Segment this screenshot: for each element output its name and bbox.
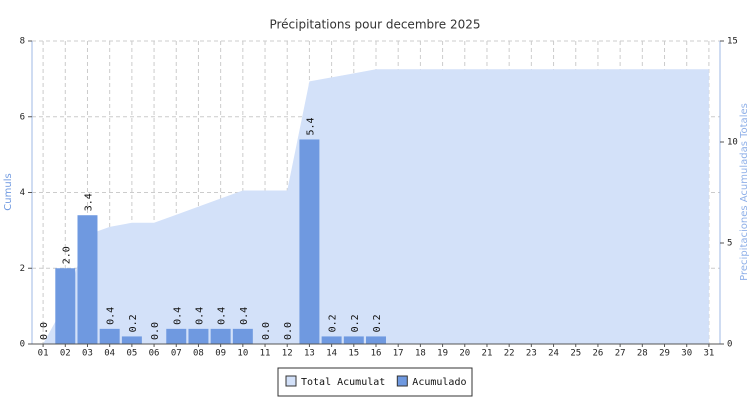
x-tick-label: 11 — [260, 349, 271, 359]
data-label: 0.0 — [283, 322, 294, 340]
data-label: 0.0 — [39, 322, 50, 340]
x-tick-label: 04 — [104, 349, 115, 359]
x-tick-label: 24 — [548, 349, 559, 359]
bar — [99, 328, 120, 344]
y2-tick-label: 0 — [727, 340, 732, 350]
bar — [321, 336, 342, 344]
bar — [55, 268, 76, 344]
bar — [210, 328, 231, 344]
x-tick-label: 06 — [149, 349, 160, 359]
data-label: 0.4 — [172, 307, 183, 325]
x-tick-label: 18 — [415, 349, 426, 359]
data-label: 2.0 — [61, 246, 72, 264]
data-label: 0.0 — [261, 322, 272, 340]
x-tick-label: 15 — [348, 349, 359, 359]
x-tick-label: 08 — [193, 349, 204, 359]
x-tick-label: 22 — [504, 349, 515, 359]
legend-label: Total Acumulat — [301, 377, 385, 388]
bar — [232, 328, 253, 344]
y-tick-label: 2 — [20, 264, 25, 274]
data-label: 0.2 — [372, 314, 383, 332]
y-tick-label: 0 — [20, 340, 25, 350]
bar — [77, 215, 98, 344]
x-tick-label: 02 — [60, 349, 71, 359]
x-tick-label: 13 — [304, 349, 315, 359]
x-tick-label: 09 — [215, 349, 226, 359]
x-tick-label: 31 — [703, 349, 714, 359]
y-tick-label: 4 — [20, 188, 25, 198]
x-tick-label: 27 — [615, 349, 626, 359]
y2-axis-label: Precipitaciones Acumuladas Totales — [739, 103, 750, 281]
x-tick-label: 14 — [326, 349, 337, 359]
legend-swatch — [285, 375, 297, 387]
x-tick-label: 20 — [459, 349, 470, 359]
x-tick-label: 19 — [437, 349, 448, 359]
bar — [121, 336, 142, 344]
x-tick-label: 23 — [526, 349, 537, 359]
legend-box — [277, 367, 473, 397]
bar — [188, 328, 209, 344]
y2-tick-label: 10 — [727, 138, 738, 148]
data-label: 0.2 — [128, 314, 139, 332]
x-tick-label: 12 — [282, 349, 293, 359]
x-tick-label: 17 — [393, 349, 404, 359]
y-tick-label: 8 — [20, 37, 25, 47]
data-label: 0.4 — [106, 307, 117, 325]
y-tick-label: 6 — [20, 112, 25, 122]
x-tick-label: 05 — [126, 349, 137, 359]
bar — [366, 336, 386, 344]
x-tick-label: 07 — [171, 349, 182, 359]
bar — [166, 328, 187, 344]
data-label: 0.2 — [328, 314, 339, 332]
x-tick-label: 29 — [659, 349, 670, 359]
x-tick-label: 21 — [482, 349, 493, 359]
x-tick-label: 10 — [237, 349, 248, 359]
data-label: 0.4 — [239, 307, 250, 325]
data-label: 0.4 — [217, 307, 228, 325]
x-tick-label: 28 — [637, 349, 648, 359]
data-label: 5.4 — [305, 117, 316, 135]
x-tick-label: 26 — [593, 349, 604, 359]
data-label: 0.4 — [194, 307, 205, 325]
area — [43, 69, 709, 344]
x-tick-label: 30 — [681, 349, 692, 359]
data-label: 0.0 — [150, 322, 161, 340]
y-axis-label: Cumuls — [3, 173, 14, 210]
bar — [343, 336, 364, 344]
chart-title: Précipitations pour decembre 2025 — [269, 18, 480, 32]
y2-tick-label: 5 — [727, 239, 732, 249]
x-tick-label: 16 — [371, 349, 382, 359]
x-tick-label: 25 — [570, 349, 581, 359]
x-tick-label: 01 — [38, 349, 49, 359]
data-label: 0.2 — [350, 314, 361, 332]
legend-swatch — [396, 375, 408, 387]
legend-label: Acumulado — [412, 377, 466, 388]
bar — [299, 139, 320, 344]
data-label: 3.4 — [83, 193, 94, 211]
x-tick-label: 03 — [82, 349, 93, 359]
y2-tick-label: 15 — [727, 37, 738, 47]
